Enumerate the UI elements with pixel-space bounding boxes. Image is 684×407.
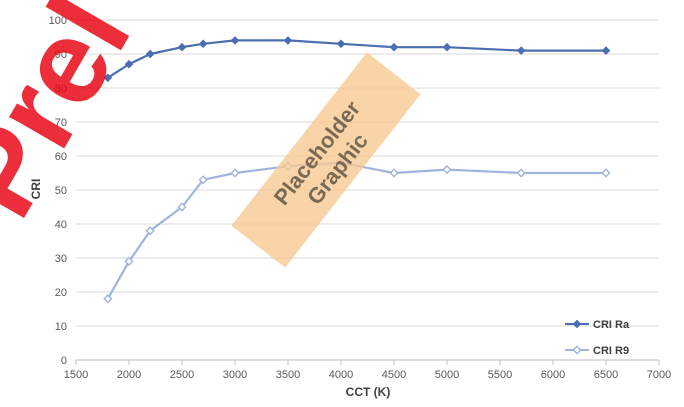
- y-tick-label-40: 40: [55, 219, 67, 231]
- y-tick-label-30: 30: [55, 253, 67, 265]
- data-point-cri-r9-1800: [103, 294, 113, 304]
- x-axis-title: CCT (K): [346, 385, 391, 399]
- data-point-cri-r9-6500: [601, 168, 611, 178]
- y-tick-label-0: 0: [61, 355, 67, 367]
- x-tick-label-3500: 3500: [276, 369, 300, 381]
- legend-label-ra: CRI Ra: [593, 319, 630, 331]
- x-tick-label-4000: 4000: [329, 369, 353, 381]
- legend-marker-ra: [572, 319, 582, 329]
- x-tick-label-3000: 3000: [223, 369, 247, 381]
- x-tick-label-5500: 5500: [488, 369, 512, 381]
- data-point-cri-ra-6500: [601, 46, 611, 55]
- y-tick-label-50: 50: [55, 185, 67, 197]
- x-tick-label-5000: 5000: [435, 369, 459, 381]
- data-point-cri-ra-3000: [230, 36, 240, 45]
- legend-marker-r9: [572, 345, 582, 355]
- y-tick-label-60: 60: [55, 151, 67, 163]
- data-point-cri-ra-4500: [389, 42, 399, 52]
- y-tick-label-20: 20: [55, 287, 67, 299]
- data-point-cri-r9-2700: [198, 175, 208, 185]
- axes: 0 10 20 30 40 50 60 70 80 90 100 1500 2000 2500 3000 35…: [49, 15, 672, 381]
- x-tick-label-4500: 4500: [382, 369, 406, 381]
- y-tick-label-100: 100: [49, 15, 67, 27]
- legend-label-r9: CRI R9: [593, 345, 629, 357]
- x-tick-label-6500: 6500: [594, 369, 618, 381]
- legend: CRI Ra CRI R9: [565, 319, 630, 357]
- data-point-cri-r9-5000: [442, 165, 452, 175]
- x-tick-label-2500: 2500: [170, 369, 194, 381]
- series-line-cri-r9: [106, 161, 606, 300]
- data-point-cri-ra-5000: [442, 42, 452, 52]
- data-point-cri-ra-2500: [177, 42, 187, 52]
- data-point-cri-r9-2500: [177, 202, 187, 212]
- y-axis-title: CRI: [29, 179, 43, 200]
- data-point-cri-ra-2000: [124, 59, 134, 69]
- x-tick-label-6000: 6000: [541, 369, 565, 381]
- x-tick-label-7000: 7000: [647, 369, 671, 381]
- data-point-cri-r9-2200: [145, 226, 155, 236]
- data-point-cri-ra-2700: [198, 39, 208, 49]
- data-point-cri-r9-2000: [124, 256, 134, 266]
- placeholder-banner: [231, 52, 421, 268]
- y-tick-label-90: 90: [55, 49, 67, 61]
- data-point-cri-r9-3000: [230, 168, 240, 178]
- y-tick-label-70: 70: [55, 117, 67, 129]
- x-tick-label-2000: 2000: [117, 369, 141, 381]
- series-line-cri-ra: [107, 39, 606, 79]
- data-point-cri-ra-5700: [516, 46, 526, 55]
- data-point-cri-ra-4000: [336, 39, 346, 49]
- series-lines: [103, 36, 611, 304]
- preliminary-watermark: Prel: [0, 0, 156, 238]
- data-point-cri-ra-1800: [103, 73, 113, 83]
- data-point-cri-r9-4500: [389, 168, 399, 178]
- placeholder-graphic: Placeholder Graphic: [231, 52, 421, 268]
- y-tick-label-80: 80: [55, 83, 67, 95]
- x-tick-label-1500: 1500: [64, 369, 88, 381]
- data-point-cri-r9-5700: [516, 168, 526, 178]
- y-tick-label-10: 10: [55, 321, 67, 333]
- data-point-cri-ra-3500: [283, 36, 293, 45]
- data-point-cri-ra-2200: [145, 49, 155, 59]
